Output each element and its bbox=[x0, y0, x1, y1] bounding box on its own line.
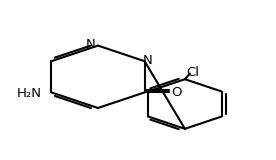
Text: N: N bbox=[86, 38, 96, 51]
Text: O: O bbox=[171, 86, 182, 99]
Text: N: N bbox=[142, 54, 152, 67]
Text: H₂N: H₂N bbox=[17, 87, 42, 100]
Text: Cl: Cl bbox=[186, 65, 199, 79]
